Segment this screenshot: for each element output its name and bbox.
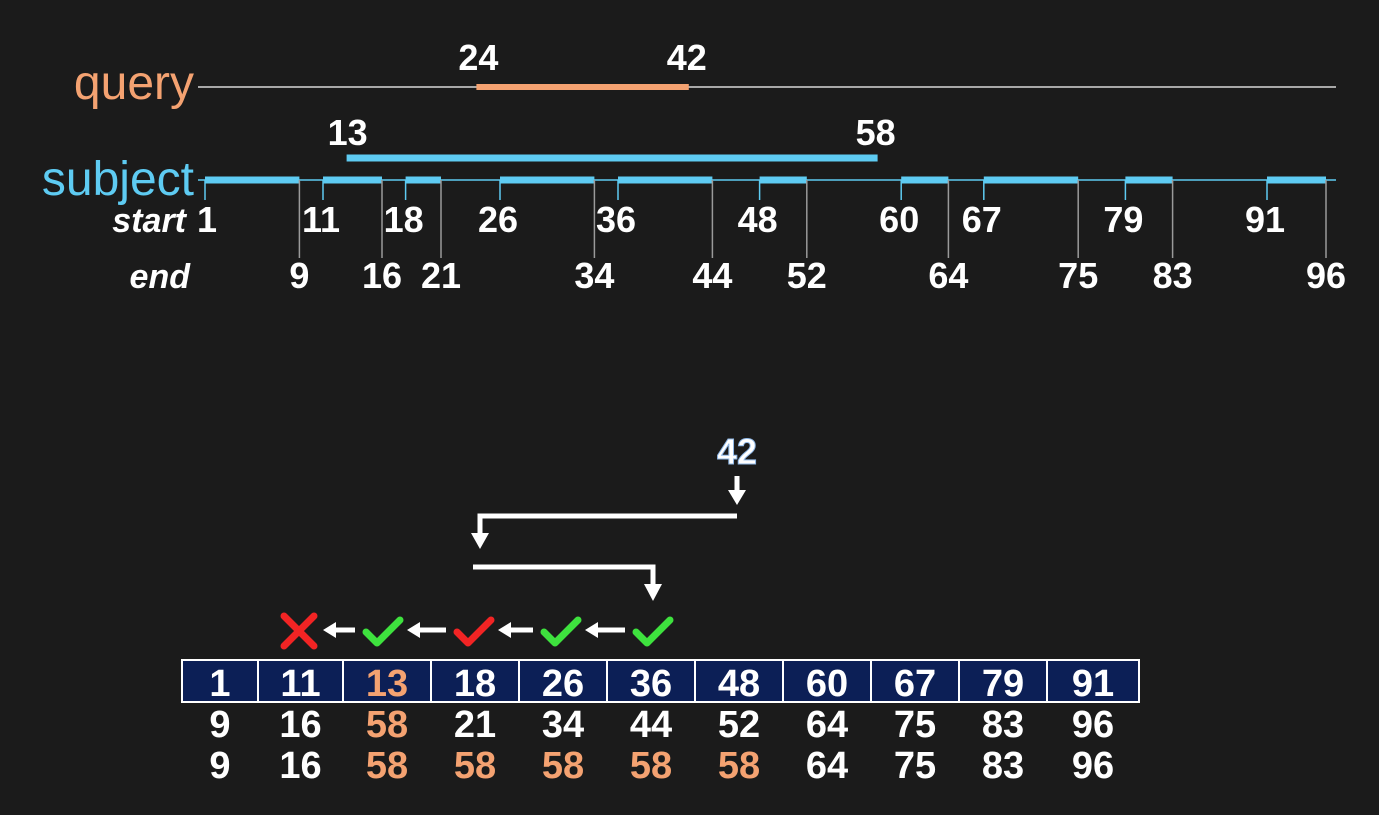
key-down-arrow-head [728,490,746,505]
interval-end-label: 52 [787,255,827,296]
max-end-cell: 83 [982,745,1024,787]
search-key-label: 42 [717,431,757,472]
interval-end-label: 34 [574,255,614,296]
interval-end-label: 96 [1306,255,1346,296]
end-cell: 9 [209,704,230,746]
check-icon [632,616,674,647]
interval-end-label: 64 [928,255,968,296]
interval-end-label: 44 [692,255,732,296]
left-arrow-icon [323,622,336,638]
interval-start-label: 91 [1245,199,1285,240]
interval-start-label: 1 [197,199,217,240]
interval-end-label: 75 [1058,255,1098,296]
check-icon [453,616,495,647]
query-row: query 24 42 [74,37,1336,110]
end-cell: 96 [1072,704,1114,746]
start-cell: 91 [1072,663,1114,705]
interval-start-label: 18 [384,199,424,240]
max-end-cell: 58 [454,745,496,787]
max-end-cell: 75 [894,745,936,787]
start-cell: 26 [542,663,584,705]
cross-icon [280,612,318,650]
start-cell: 79 [982,663,1024,705]
start-cell: 36 [630,663,672,705]
max-end-cell: 58 [366,745,408,787]
interval-table: 1991116161358581821582634583644584852586… [181,659,1140,787]
subject-span: 13 58 [328,112,896,162]
interval-start-label: 36 [596,199,636,240]
max-end-cell: 64 [806,745,848,787]
max-end-cell: 9 [209,745,230,787]
start-cell: 13 [366,663,408,705]
max-end-cell: 58 [718,745,760,787]
max-end-cell: 58 [542,745,584,787]
check-icon [362,616,404,647]
jump-right-arrow [473,564,656,584]
end-cell: 83 [982,704,1024,746]
interval-end-label: 21 [421,255,461,296]
start-row-frame [181,659,1140,703]
jump-left-arrow [477,513,737,533]
left-arrow-icon [407,622,420,638]
start-cell: 11 [280,663,320,705]
interval-start-label: 60 [879,199,919,240]
interval-end-label: 9 [289,255,309,296]
end-cell: 64 [806,704,848,746]
jump-left-arrow-head [471,533,489,549]
interval-start-label: 48 [738,199,778,240]
binary-search-arrows [471,476,746,601]
end-row-label: end [130,258,192,296]
end-cell: 75 [894,704,936,746]
interval-end-label: 16 [362,255,402,296]
interval-start-label: 11 [302,199,340,240]
subject-span-end-label: 58 [856,112,896,153]
end-cell: 58 [366,704,408,746]
start-cell: 48 [718,663,760,705]
subject-label: subject [42,153,194,206]
query-label: query [74,57,194,110]
interval-start-label: 79 [1103,199,1143,240]
interval-end-label: 83 [1153,255,1193,296]
end-cell: 44 [630,704,672,746]
query-start-label: 24 [458,37,498,78]
max-end-cell: 16 [279,745,321,787]
subject-span-start-label: 13 [328,112,368,153]
end-cell: 52 [718,704,760,746]
search-key: 42 [716,431,757,473]
max-end-cell: 96 [1072,745,1114,787]
scan-marks [280,612,674,650]
interval-start-label: 26 [478,199,518,240]
start-row-label: start [112,202,187,240]
jump-right-arrow-head [644,584,662,601]
end-cell: 16 [279,704,321,746]
start-cell: 18 [454,663,496,705]
check-icon [540,616,582,647]
end-cell: 21 [454,704,496,746]
left-arrow-icon [585,622,598,638]
max-end-cell: 58 [630,745,672,787]
start-cell: 1 [209,663,230,705]
query-end-label: 42 [667,37,707,78]
start-cell: 60 [806,663,848,705]
interval-start-label: 67 [962,199,1002,240]
left-arrow-icon [498,622,511,638]
start-cell: 67 [894,663,936,705]
end-cell: 34 [542,704,584,746]
